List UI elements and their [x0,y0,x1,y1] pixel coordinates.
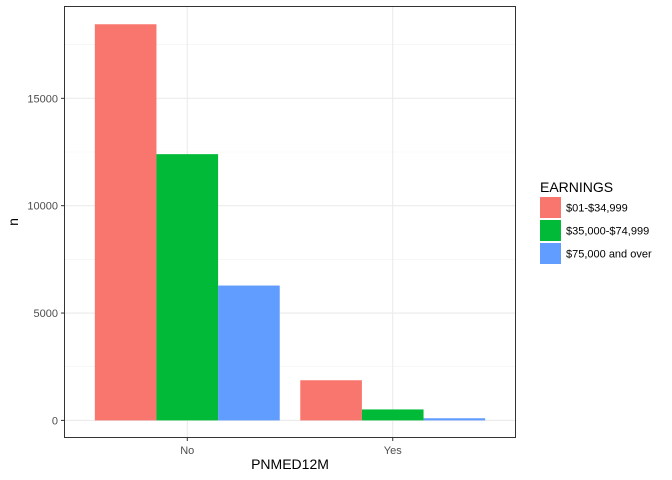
y-axis: 0 5000 10000 15000 [27,93,64,427]
x-tick-label: Yes [384,445,402,457]
bars [94,24,486,421]
y-tick-label: 15000 [27,93,58,105]
bar [423,418,486,421]
bar [300,380,362,421]
legend: EARNINGS $01-$34,999 $35,000-$74,999 $75,0… [540,179,652,264]
legend-label: $75,000 and over [566,249,652,261]
bar [94,24,157,421]
legend-title: EARNINGS [540,179,613,195]
bar [361,409,424,421]
y-tick-label: 10000 [27,201,58,213]
y-tick-label: 0 [52,415,58,427]
bar [156,154,219,421]
legend-key [540,243,561,264]
x-tick-label: No [180,445,194,457]
legend-key [540,197,561,218]
x-axis-title: PNMED12M [251,456,329,472]
legend-label: $01-$34,999 [566,203,628,215]
x-axis: No Yes [180,438,402,457]
legend-key [540,220,561,241]
y-tick-label: 5000 [34,308,58,320]
legend-label: $35,000-$74,999 [566,226,649,238]
plot-border [64,6,516,438]
bar [218,285,280,421]
y-axis-title: n [5,218,21,226]
